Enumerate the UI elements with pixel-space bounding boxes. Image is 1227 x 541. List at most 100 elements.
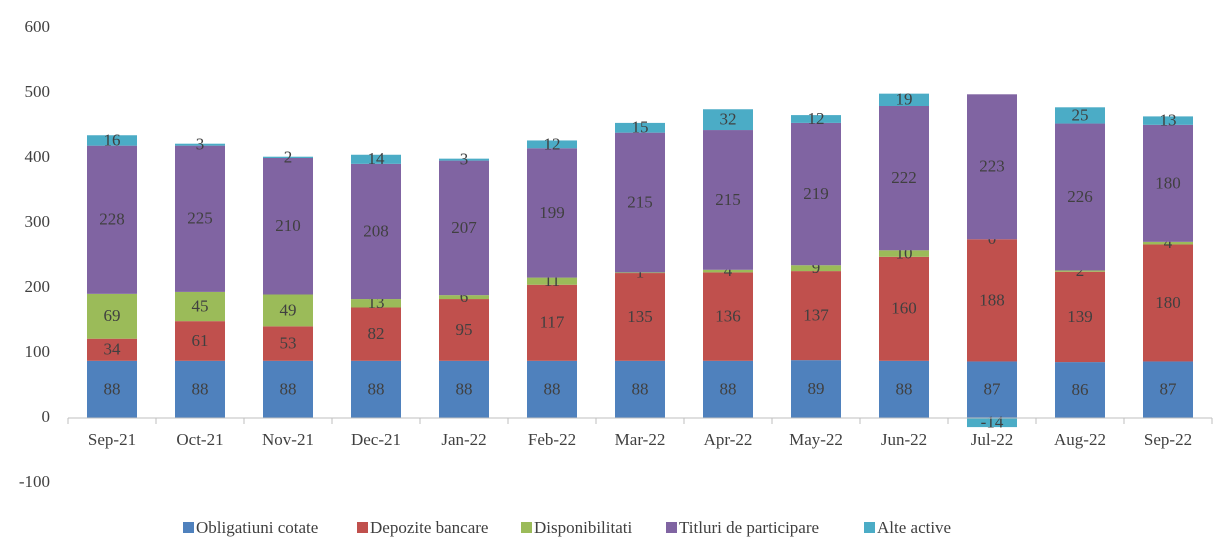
bar-segment: [1143, 241, 1193, 245]
bar-segment: [703, 109, 753, 131]
legend-label: Depozite bancare: [370, 518, 488, 537]
value-label: 4: [724, 261, 733, 280]
value-label: 2: [1076, 261, 1085, 280]
bar-segment: [967, 418, 1017, 428]
bar-segment: [527, 277, 577, 285]
bar-segment: [439, 295, 489, 300]
legend-swatch: [666, 522, 677, 533]
bar-segment: [879, 93, 929, 106]
bar-segment: [615, 122, 665, 133]
value-label: 19: [896, 90, 913, 109]
bar-segment: [791, 122, 841, 266]
value-label: 180: [1155, 293, 1181, 312]
bar-segment: [87, 145, 137, 294]
value-label: 215: [627, 192, 653, 211]
bar-segment: [791, 271, 841, 361]
bar-segment: [351, 154, 401, 164]
y-tick-label: 600: [25, 17, 51, 36]
x-tick-label: Sep-21: [88, 430, 136, 449]
value-label: 12: [808, 109, 825, 128]
bar-segment: [1055, 270, 1105, 272]
bar-segment: [439, 299, 489, 361]
bar-segment: [439, 360, 489, 418]
bar-segment: [263, 156, 313, 158]
value-label: 14: [368, 149, 386, 168]
x-tick-label: Mar-22: [615, 430, 666, 449]
bar-segment: [879, 106, 929, 251]
bar-segment: [175, 145, 225, 292]
x-tick-label: Sep-22: [1144, 430, 1192, 449]
y-tick-label: 0: [42, 407, 51, 426]
bar-segment: [351, 360, 401, 418]
value-label: 45: [192, 296, 209, 315]
bar-segment: [527, 148, 577, 278]
value-label: 180: [1155, 173, 1181, 192]
value-label: 4: [1164, 233, 1173, 252]
value-label: 87: [984, 380, 1002, 399]
bar-segment: [439, 160, 489, 296]
x-tick-label: May-22: [789, 430, 843, 449]
bar-segment: [791, 265, 841, 272]
bar-segment: [1143, 116, 1193, 125]
value-label: 137: [803, 306, 829, 325]
x-tick-label: Jan-22: [441, 430, 486, 449]
value-label: 88: [456, 379, 473, 398]
value-label: 226: [1067, 187, 1093, 206]
value-label: 95: [456, 320, 473, 339]
bar-segment: [791, 360, 841, 418]
bar-segment: [879, 250, 929, 257]
value-label: 69: [104, 306, 121, 325]
value-label: 222: [891, 168, 917, 187]
value-label: 3: [460, 150, 469, 169]
bar-segment: [263, 360, 313, 418]
bar-segment: [351, 299, 401, 308]
x-tick-label: Aug-22: [1054, 430, 1106, 449]
bar-segment: [615, 272, 665, 274]
x-tick-label: Jun-22: [881, 430, 927, 449]
value-label: 223: [979, 157, 1005, 176]
value-label: 88: [368, 379, 385, 398]
bar-segment: [703, 272, 753, 361]
legend-label: Obligatiuni cotate: [196, 518, 318, 537]
value-label: 16: [104, 130, 121, 149]
value-label: 53: [280, 333, 297, 352]
bar-segment: [1055, 271, 1105, 363]
value-label: 208: [363, 221, 389, 240]
legend-swatch: [357, 522, 368, 533]
legend-swatch: [183, 522, 194, 533]
bar-segment: [967, 94, 1017, 240]
value-label: 117: [540, 313, 565, 332]
y-tick-label: 200: [25, 277, 51, 296]
bar-segment: [1143, 361, 1193, 418]
y-tick-label: 400: [25, 147, 51, 166]
bar-segment: [263, 326, 313, 361]
value-label: 15: [632, 118, 649, 137]
bar-segment: [615, 273, 665, 361]
value-label: 25: [1072, 105, 1089, 124]
value-label: -14: [981, 412, 1004, 431]
value-label: 88: [896, 379, 913, 398]
bar-segment: [967, 361, 1017, 418]
bar-segment: [263, 294, 313, 327]
y-tick-label: 100: [25, 342, 51, 361]
bar-segment: [351, 163, 401, 300]
bar-segment: [1143, 244, 1193, 362]
bar-segment: [703, 360, 753, 418]
value-label: 88: [632, 379, 649, 398]
value-label: 88: [280, 379, 297, 398]
bar-segment: [615, 360, 665, 418]
value-label: 219: [803, 184, 829, 203]
value-label: 207: [451, 218, 477, 237]
legend-label: Alte active: [877, 518, 951, 537]
value-label: 139: [1067, 307, 1093, 326]
bar-segment: [439, 158, 489, 161]
value-label: 2: [284, 147, 293, 166]
legend-swatch: [864, 522, 875, 533]
y-tick-label: 500: [25, 82, 51, 101]
bar-segment: [1143, 124, 1193, 242]
value-label: 210: [275, 216, 301, 235]
value-label: 6: [460, 287, 469, 306]
bar-segment: [527, 140, 577, 149]
bar-segment: [175, 291, 225, 322]
